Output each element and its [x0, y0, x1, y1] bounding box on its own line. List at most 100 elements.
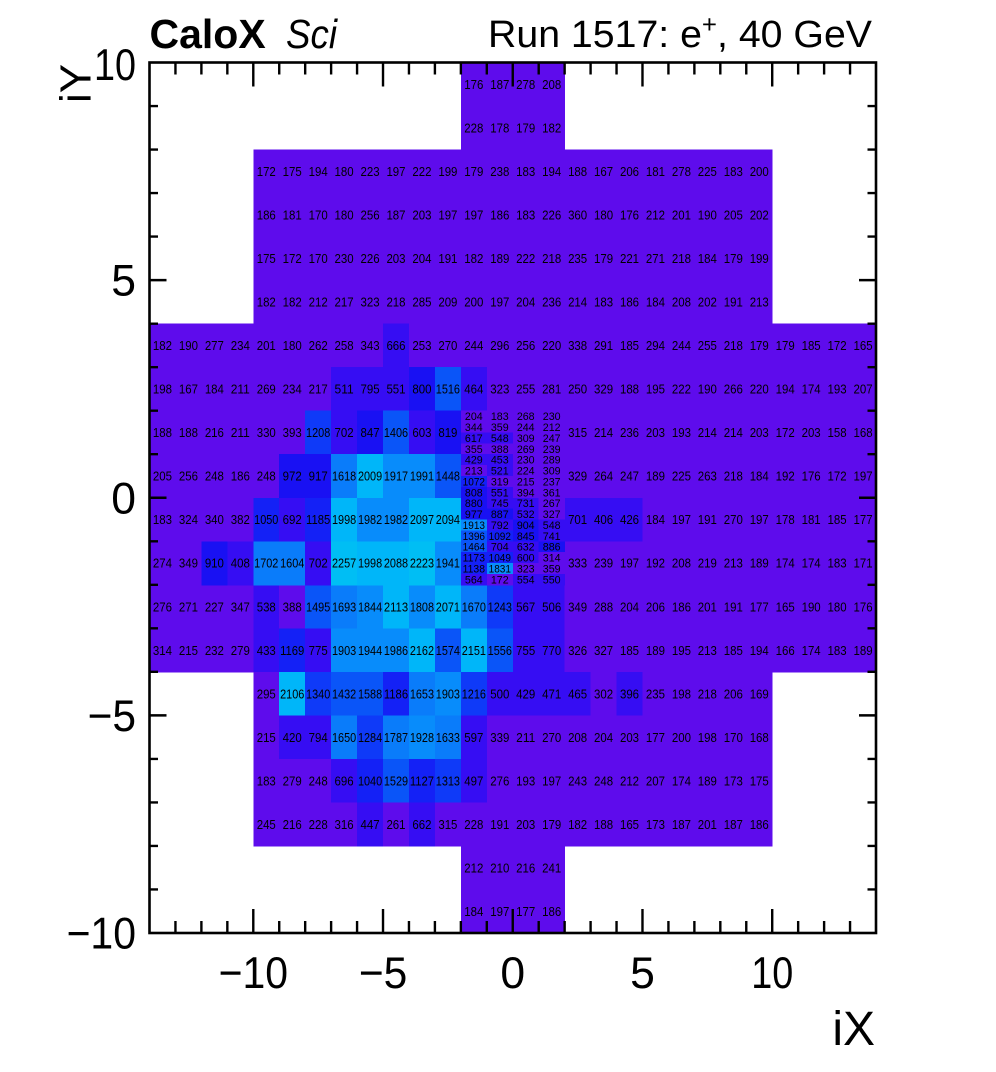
svg-text:819: 819: [438, 425, 457, 440]
svg-text:388: 388: [491, 444, 509, 456]
svg-text:5: 5: [111, 257, 136, 306]
svg-text:278: 278: [516, 77, 535, 92]
svg-text:226: 226: [360, 251, 379, 266]
svg-text:271: 271: [179, 599, 198, 614]
svg-text:1464: 1464: [463, 542, 485, 554]
svg-text:551: 551: [386, 382, 405, 397]
svg-text:1998: 1998: [332, 512, 356, 527]
svg-text:−5: −5: [88, 692, 137, 741]
svg-text:172: 172: [257, 164, 276, 179]
svg-text:406: 406: [594, 512, 613, 527]
svg-text:294: 294: [646, 338, 665, 353]
svg-text:184: 184: [646, 295, 665, 310]
svg-text:564: 564: [465, 574, 483, 586]
svg-text:194: 194: [750, 643, 769, 658]
svg-text:212: 212: [464, 860, 483, 875]
svg-text:977: 977: [465, 509, 483, 521]
svg-text:1313: 1313: [436, 773, 460, 788]
svg-text:887: 887: [491, 509, 509, 521]
svg-text:185: 185: [828, 512, 847, 527]
svg-text:185: 185: [724, 643, 743, 658]
svg-text:302: 302: [594, 686, 613, 701]
svg-text:216: 216: [205, 425, 224, 440]
svg-text:795: 795: [360, 382, 379, 397]
svg-text:211: 211: [231, 382, 250, 397]
svg-text:248: 248: [257, 469, 276, 484]
svg-text:1693: 1693: [332, 599, 356, 614]
svg-text:886: 886: [543, 542, 561, 554]
svg-text:0: 0: [500, 949, 525, 998]
svg-text:226: 226: [542, 208, 561, 223]
svg-text:217: 217: [335, 295, 354, 310]
svg-text:187: 187: [724, 817, 743, 832]
svg-text:234: 234: [283, 382, 302, 397]
svg-text:212: 212: [309, 295, 328, 310]
svg-text:214: 214: [698, 425, 717, 440]
svg-text:181: 181: [646, 164, 665, 179]
svg-text:214: 214: [594, 425, 613, 440]
svg-text:201: 201: [257, 338, 276, 353]
svg-text:696: 696: [335, 773, 354, 788]
svg-text:172: 172: [491, 574, 509, 586]
svg-text:175: 175: [257, 251, 276, 266]
svg-text:285: 285: [412, 295, 431, 310]
svg-text:1340: 1340: [306, 686, 330, 701]
svg-text:247: 247: [543, 433, 561, 445]
svg-text:319: 319: [491, 476, 509, 488]
svg-text:600: 600: [517, 553, 535, 565]
svg-text:1986: 1986: [384, 643, 408, 658]
svg-text:180: 180: [594, 208, 613, 223]
svg-text:197: 197: [490, 904, 509, 919]
svg-text:471: 471: [542, 686, 561, 701]
svg-text:1702: 1702: [254, 556, 278, 571]
svg-text:1173: 1173: [463, 553, 485, 565]
svg-text:188: 188: [594, 817, 613, 832]
svg-text:197: 197: [464, 208, 483, 223]
svg-text:1913: 1913: [463, 520, 485, 532]
svg-text:212: 212: [620, 773, 639, 788]
svg-text:1588: 1588: [358, 686, 382, 701]
svg-text:269: 269: [517, 444, 535, 456]
svg-text:187: 187: [672, 817, 691, 832]
svg-text:203: 203: [516, 817, 535, 832]
svg-text:1650: 1650: [332, 730, 356, 745]
svg-text:197: 197: [620, 556, 639, 571]
svg-text:204: 204: [594, 730, 613, 745]
svg-text:247: 247: [620, 469, 639, 484]
svg-text:244: 244: [672, 338, 691, 353]
svg-text:340: 340: [205, 512, 224, 527]
svg-text:429: 429: [516, 686, 535, 701]
svg-text:393: 393: [283, 425, 302, 440]
svg-text:1808: 1808: [410, 599, 434, 614]
svg-text:1495: 1495: [306, 599, 330, 614]
svg-text:183: 183: [516, 164, 535, 179]
svg-text:184: 184: [698, 251, 717, 266]
svg-text:267: 267: [543, 498, 561, 510]
svg-text:1556: 1556: [488, 643, 512, 658]
svg-text:1432: 1432: [332, 686, 356, 701]
svg-text:188: 188: [179, 425, 198, 440]
svg-text:191: 191: [698, 512, 717, 527]
svg-text:1284: 1284: [358, 730, 382, 745]
svg-text:183: 183: [491, 411, 509, 423]
svg-text:208: 208: [672, 295, 691, 310]
svg-text:330: 330: [257, 425, 276, 440]
svg-text:5: 5: [630, 949, 655, 998]
svg-text:339: 339: [490, 730, 509, 745]
svg-text:167: 167: [594, 164, 613, 179]
svg-text:315: 315: [568, 425, 587, 440]
svg-text:972: 972: [283, 469, 302, 484]
svg-text:172: 172: [283, 251, 302, 266]
svg-text:228: 228: [464, 120, 483, 135]
svg-text:2113: 2113: [384, 599, 408, 614]
svg-text:206: 206: [646, 599, 665, 614]
svg-text:216: 216: [283, 817, 302, 832]
svg-text:170: 170: [309, 208, 328, 223]
svg-text:408: 408: [231, 556, 250, 571]
svg-text:181: 181: [802, 512, 821, 527]
svg-text:258: 258: [335, 338, 354, 353]
svg-text:500: 500: [490, 686, 509, 701]
svg-text:203: 203: [412, 208, 431, 223]
svg-text:2094: 2094: [436, 512, 460, 527]
svg-text:186: 186: [620, 295, 639, 310]
